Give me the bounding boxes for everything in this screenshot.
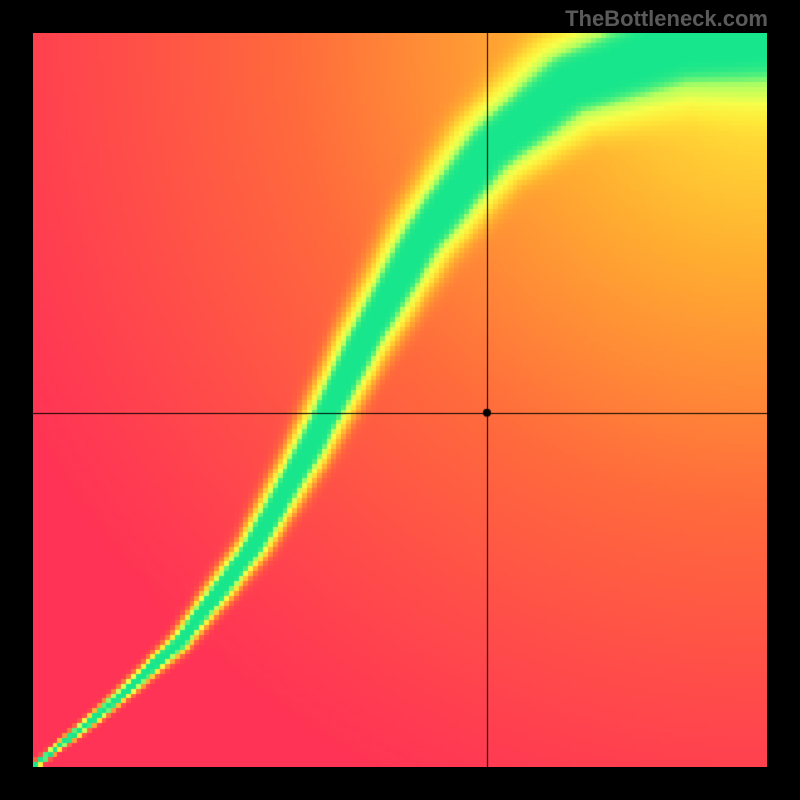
- bottleneck-heatmap: [33, 33, 767, 767]
- chart-container: TheBottleneck.com: [0, 0, 800, 800]
- watermark-text: TheBottleneck.com: [565, 6, 768, 32]
